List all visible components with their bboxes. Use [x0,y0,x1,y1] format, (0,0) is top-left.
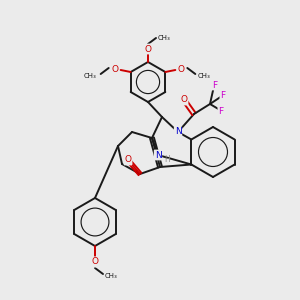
Text: O: O [92,257,98,266]
Text: F: F [218,106,224,116]
Text: O: O [111,64,118,74]
Text: O: O [145,44,152,53]
Text: O: O [145,44,152,53]
Text: O: O [92,257,98,266]
Text: N: N [154,151,161,160]
Text: F: F [220,91,226,100]
Text: N: N [154,151,161,160]
Text: O: O [111,64,118,74]
Text: O: O [181,95,188,104]
Text: O: O [181,95,188,104]
Text: O: O [124,155,131,164]
Text: F: F [218,106,224,116]
Text: F: F [212,80,217,89]
Text: F: F [212,80,217,89]
Text: O: O [124,155,131,164]
Text: F: F [220,91,226,100]
Text: CH₃: CH₃ [158,35,171,41]
Text: H: H [164,155,170,164]
Text: CH₃: CH₃ [84,73,97,79]
Text: O: O [178,64,185,74]
Text: CH₃: CH₃ [105,273,118,279]
Text: N: N [175,128,182,136]
Text: O: O [178,64,185,74]
Text: N: N [175,128,182,136]
Text: CH₃: CH₃ [197,73,210,79]
